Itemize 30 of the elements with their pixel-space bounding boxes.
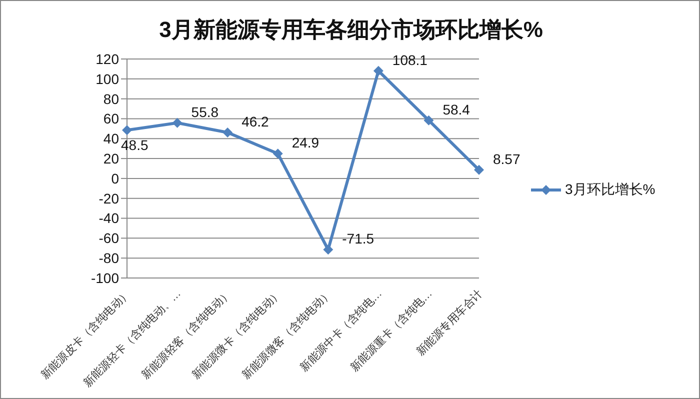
data-label: 108.1 bbox=[392, 52, 428, 68]
data-label: 55.8 bbox=[191, 104, 219, 120]
y-tick-label: -80 bbox=[98, 250, 120, 266]
y-tick-label: 60 bbox=[103, 110, 120, 127]
point bbox=[122, 125, 132, 136]
point bbox=[424, 115, 434, 126]
y-tick-label: 80 bbox=[103, 90, 120, 107]
y-tick-label: -100 bbox=[90, 270, 120, 286]
y-tick-label: -40 bbox=[98, 210, 120, 226]
chart-title: 3月新能源专用车各细分市场环比增长% bbox=[158, 16, 544, 44]
y-tick-label: -20 bbox=[98, 190, 120, 206]
y-tick-label: 0 bbox=[111, 170, 120, 186]
point bbox=[474, 164, 484, 175]
y-tick-label: 20 bbox=[103, 150, 120, 167]
y-tick-label: 100 bbox=[96, 70, 120, 87]
y-tick-label: 120 bbox=[96, 50, 120, 67]
data-label: 48.5 bbox=[121, 137, 148, 154]
point bbox=[373, 66, 384, 76]
y-tick-label: 40 bbox=[103, 130, 120, 147]
data-label: 46.2 bbox=[242, 113, 270, 130]
legend-label: 3月环比增长% bbox=[565, 181, 656, 199]
point bbox=[222, 127, 233, 138]
y-tick-label: -60 bbox=[98, 230, 120, 246]
data-label: 24.9 bbox=[292, 134, 320, 151]
point bbox=[272, 148, 283, 159]
point bbox=[323, 244, 334, 255]
data-label: 8.57 bbox=[493, 150, 520, 167]
data-label: 58.4 bbox=[442, 101, 470, 118]
data-label: -71.5 bbox=[342, 230, 374, 247]
point bbox=[172, 118, 182, 128]
